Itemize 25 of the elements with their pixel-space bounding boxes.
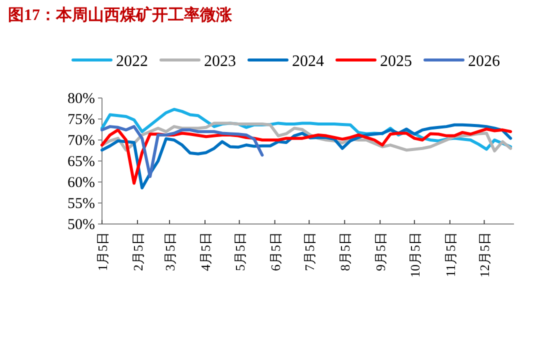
y-tick-label: 70% bbox=[68, 133, 95, 149]
x-tick-label: 10月5日 bbox=[407, 232, 422, 278]
x-tick-label: 5月5日 bbox=[232, 232, 248, 271]
x-tick-label: 8月5日 bbox=[338, 232, 353, 271]
title: 图17：本周山西煤矿开工率微涨 bbox=[8, 7, 232, 24]
y-tick-label: 80% bbox=[68, 91, 95, 107]
x-tick-label: 12月5日 bbox=[477, 232, 492, 278]
legend-label: 2026 bbox=[468, 53, 500, 70]
legend-label: 2022 bbox=[116, 53, 148, 70]
y-tick-label: 65% bbox=[68, 154, 95, 170]
x-tick-label: 7月5日 bbox=[302, 232, 318, 271]
legend-label: 2023 bbox=[204, 53, 236, 70]
x-tick-label: 4月5日 bbox=[198, 232, 213, 271]
x-tick-label: 2月5日 bbox=[130, 232, 146, 271]
y-tick-label: 55% bbox=[68, 196, 95, 212]
x-tick-label: 9月5日 bbox=[373, 232, 388, 271]
x-tick-label: 11月5日 bbox=[442, 232, 458, 278]
x-tick-label: 6月5日 bbox=[268, 232, 283, 271]
x-tick-label: 1月5日 bbox=[95, 232, 110, 271]
y-tick-label: 75% bbox=[68, 112, 95, 128]
y-tick-label: 50% bbox=[68, 217, 95, 233]
legend-label: 2025 bbox=[380, 53, 412, 70]
y-tick-label: 60% bbox=[68, 175, 95, 191]
x-tick-label: 3月5日 bbox=[162, 232, 178, 271]
legend-label: 2024 bbox=[292, 53, 324, 70]
